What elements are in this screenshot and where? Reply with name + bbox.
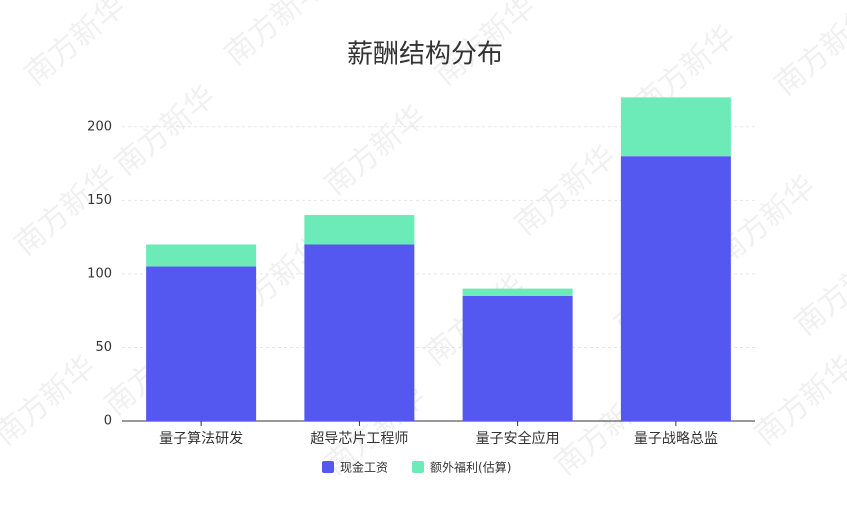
watermark: 南方新华 (218, 0, 332, 73)
legend-swatch (322, 461, 334, 473)
bar-segment (462, 295, 573, 421)
bar-segment (620, 97, 731, 157)
watermark: 南方新华 (788, 239, 847, 343)
watermark: 南方新华 (8, 159, 122, 263)
watermark: 南方新华 (0, 349, 103, 453)
x-tick-label: 量子算法研发 (159, 431, 243, 447)
y-tick-label: 0 (104, 414, 112, 429)
bar-segment (304, 244, 415, 421)
bar-segment (146, 244, 257, 267)
watermark: 南方新华 (318, 99, 432, 203)
watermark: 南方新华 (108, 79, 222, 183)
y-tick-label: 150 (87, 193, 112, 208)
x-tick-label: 量子战略总监 (634, 431, 718, 447)
bar-segment (146, 266, 257, 421)
legend-swatch (412, 461, 425, 473)
watermark: 南方新华 (508, 139, 622, 243)
chart-title: 薪酬结构分布 (347, 40, 503, 70)
y-tick-label: 100 (87, 266, 112, 281)
y-tick-label: 200 (87, 119, 112, 134)
watermark: 南方新华 (768, 0, 847, 103)
watermark: 南方新华 (18, 0, 132, 93)
bar-segment (304, 215, 415, 245)
x-tick-label: 量子安全应用 (476, 430, 560, 447)
legend-label: 额外福利(估算) (430, 460, 511, 475)
bar-segment (620, 156, 731, 421)
y-tick-label: 50 (95, 340, 112, 355)
watermark: 南方新华 (748, 349, 847, 453)
bar-segment (462, 288, 573, 296)
x-tick-label: 超导芯片工程师 (310, 431, 408, 447)
legend-label: 现金工资 (340, 460, 388, 475)
